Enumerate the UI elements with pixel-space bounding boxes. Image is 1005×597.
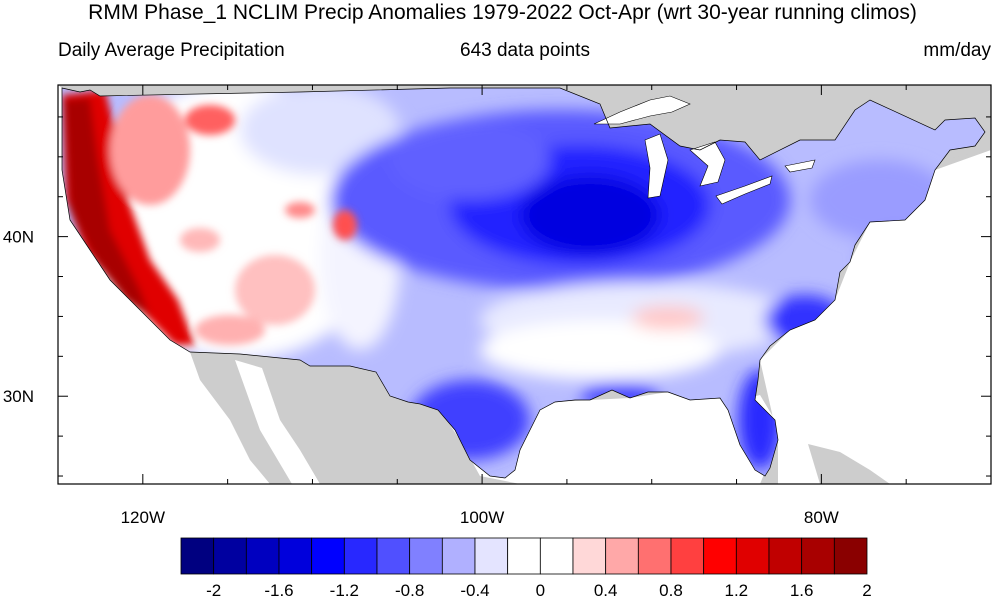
colorbar-swatch: [572, 537, 607, 575]
lake-michigan: [644, 133, 669, 199]
colorbar-swatch: [441, 537, 476, 575]
colorbar-swatch: [474, 537, 509, 575]
conus-outline: [61, 87, 986, 479]
gulf-of-mexico: [390, 392, 778, 484]
cuba: [808, 444, 890, 484]
colorbar-tick-label: -2: [206, 581, 221, 597]
colorbar-swatch: [735, 537, 770, 575]
lake-ontario: [784, 159, 816, 173]
colorbar-swatch: [507, 537, 541, 575]
lake-superior: [593, 95, 691, 125]
colorbar-tick-label: 1.6: [790, 581, 814, 597]
units-label: mm/day: [923, 40, 991, 61]
lat-label: 30N: [3, 387, 34, 406]
colorbar-tick-label: 0.4: [594, 581, 618, 597]
lat-label: 40N: [3, 228, 34, 247]
colorbar-swatch: [245, 537, 280, 575]
colorbar-tick-label: -1.2: [330, 581, 359, 597]
pacific-ocean: [58, 85, 270, 484]
colorbar-swatch: [801, 537, 835, 575]
colorbar-tick-label: -0.4: [460, 581, 489, 597]
colorbar-swatch: [670, 537, 705, 575]
chart-title: RMM Phase_1 NCLIM Precip Anomalies 1979-…: [88, 1, 917, 24]
longitude-labels: 120W 100W 80W: [121, 508, 839, 527]
colorbar-swatch: [409, 537, 443, 575]
gulf-of-california: [235, 360, 320, 484]
colorbar: -2 -1.6 -1.2 -0.8 -0.4 0 0.4 0.8 1.2 1.6 2: [180, 537, 872, 597]
colorbar-swatch: [343, 537, 378, 575]
colorbar-swatch: [278, 537, 313, 575]
colorbar-tick-label: 2: [862, 581, 871, 597]
variable-label: Daily Average Precipitation: [58, 40, 285, 61]
anomaly-field: [62, 88, 985, 478]
colorbar-swatch: [703, 537, 737, 575]
lon-label: 80W: [804, 508, 839, 527]
lake-huron: [689, 141, 726, 187]
colorbar-tick-label: -1.6: [264, 581, 293, 597]
colorbar-tick-label: -0.8: [395, 581, 424, 597]
map-frame: [57, 84, 992, 485]
colorbar-tick-label: 0: [536, 581, 545, 597]
colorbar-swatch: [605, 537, 639, 575]
colorbar-swatch: [311, 537, 345, 575]
colorbar-swatch: [376, 537, 411, 575]
colorbar-swatch: [539, 537, 574, 575]
atlantic-ocean: [760, 150, 991, 484]
colorbar-tick-label: 0.8: [659, 581, 683, 597]
lon-label: 120W: [121, 508, 165, 527]
axis-ticks: [57, 85, 992, 484]
latitude-labels: 40N 30N: [3, 228, 34, 407]
colorbar-swatch: [180, 537, 215, 575]
lake-erie: [715, 175, 773, 205]
colorbar-swatch: [833, 537, 868, 575]
data-points-label: 643 data points: [460, 40, 590, 61]
colorbar-swatch: [768, 537, 803, 575]
lon-label: 100W: [460, 508, 504, 527]
colorbar-swatch: [213, 537, 247, 575]
colorbar-swatch: [637, 537, 672, 575]
colorbar-tick-label: 1.2: [725, 581, 749, 597]
